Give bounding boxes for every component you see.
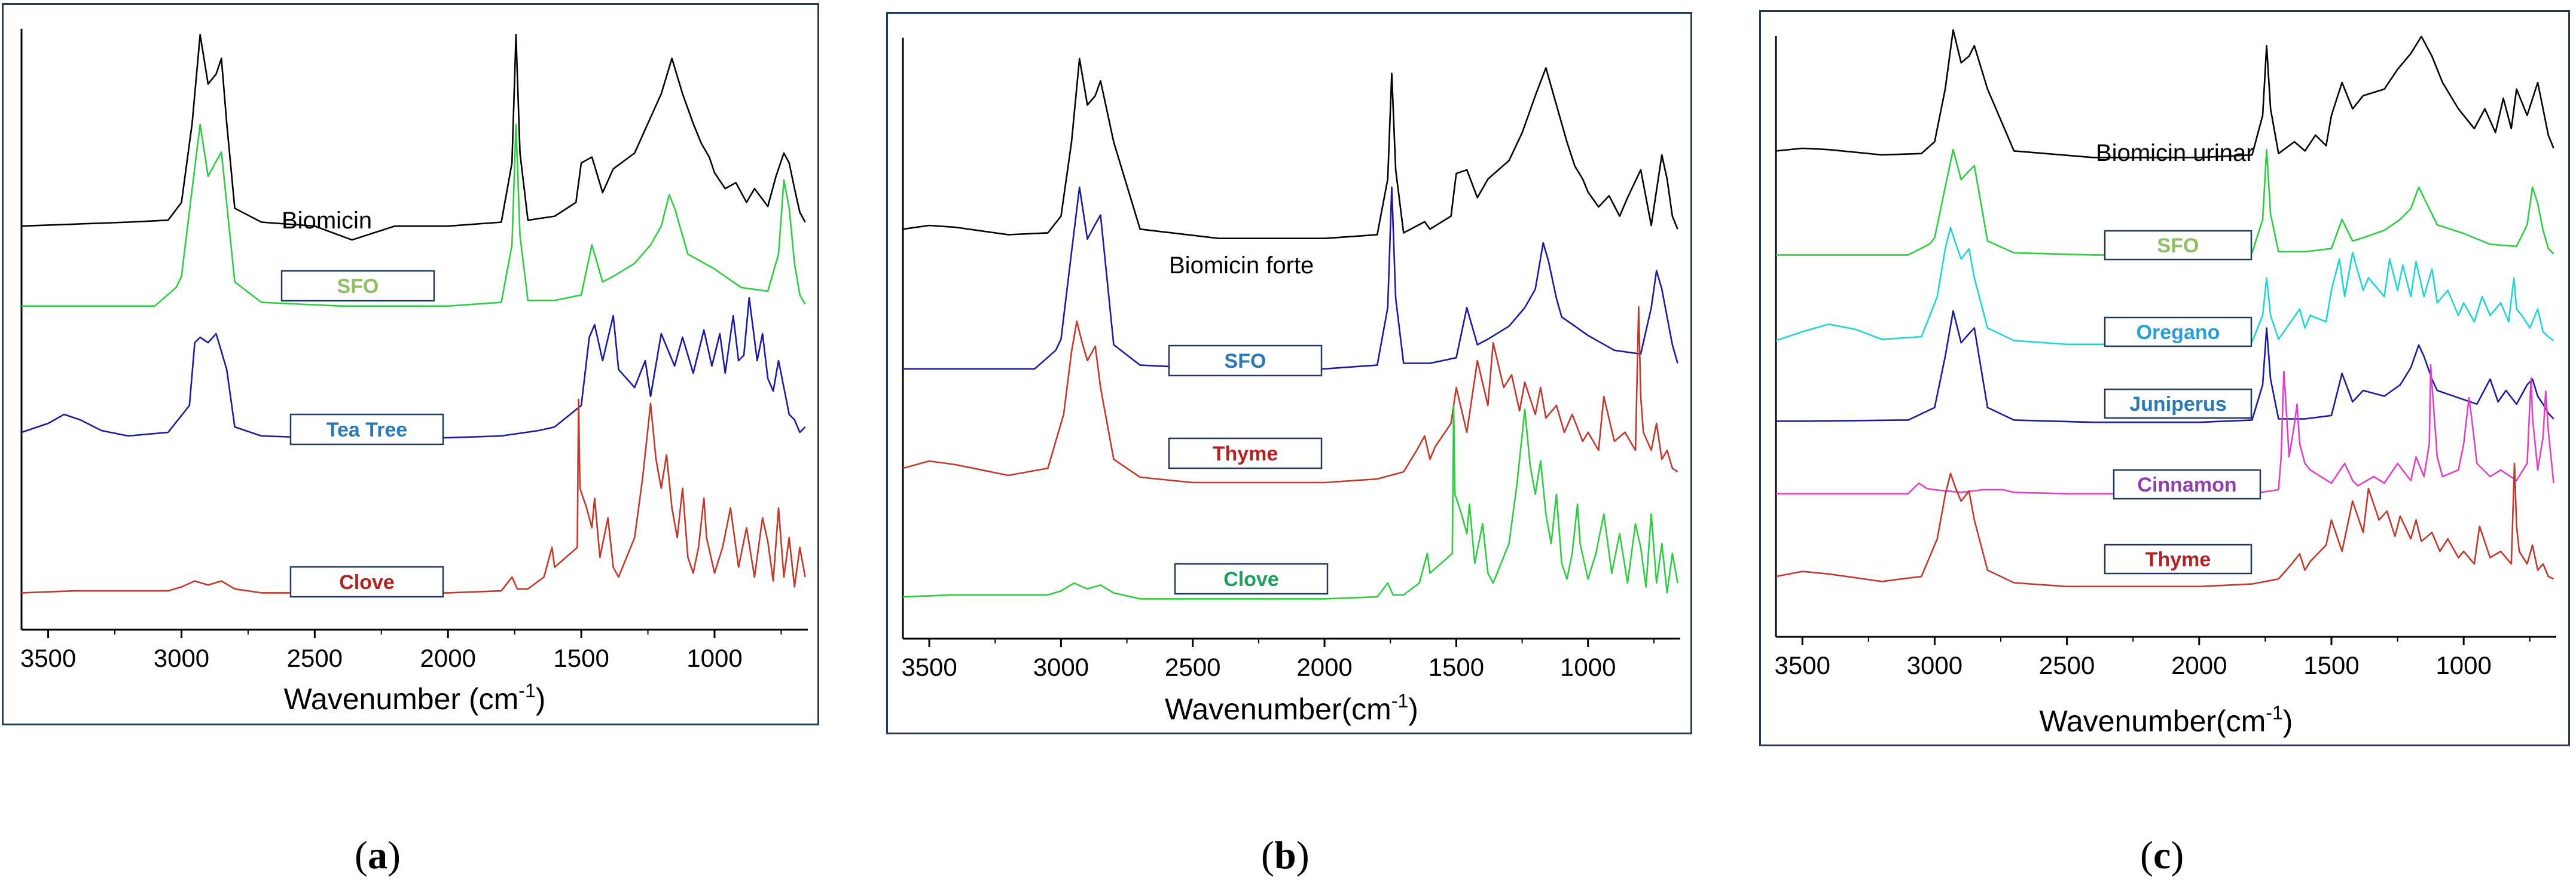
x-tick-label: 2000 bbox=[420, 644, 476, 672]
spectrum-line-biomicin bbox=[21, 33, 806, 241]
series-label-box bbox=[2113, 469, 2261, 500]
chart-panel-c: 3500 3000 2500 2000 1500 1000 Wavenumber(cm-1)… bbox=[1759, 10, 2570, 746]
x-tick-label: 3500 bbox=[1775, 651, 1830, 679]
x-tick-label: 2500 bbox=[1165, 653, 1220, 681]
series-label: SFO bbox=[337, 275, 379, 298]
spectrum-line-cinnamon bbox=[1776, 364, 2554, 495]
spectrum-line-sfo bbox=[1776, 148, 2554, 256]
x-tick-label: 1000 bbox=[686, 644, 742, 672]
x-tick-label: 1500 bbox=[1429, 653, 1484, 681]
series-label: SFO bbox=[2157, 234, 2199, 257]
x-tick-label: 3000 bbox=[1033, 653, 1089, 681]
x-tick-label: 2500 bbox=[2039, 651, 2095, 679]
x-tick-label: 3500 bbox=[901, 653, 957, 681]
spectrum-line-oregano bbox=[1775, 227, 2554, 346]
x-tick-label: 2000 bbox=[1296, 653, 1352, 681]
spectrum-line-thyme bbox=[902, 306, 1678, 484]
series-label: Thyme bbox=[1213, 443, 1278, 465]
series-label: Clove bbox=[1223, 568, 1279, 591]
caption-b: (b) bbox=[1261, 834, 1310, 877]
series-label: Cinnamon bbox=[2137, 474, 2236, 496]
x-tick-label: 1500 bbox=[553, 644, 609, 672]
series-label-box bbox=[2104, 316, 2253, 347]
spectrum-line-juniperus bbox=[1776, 310, 2554, 423]
chart-a: 3500 3000 2500 2000 1500 1000 Wavenumber (cm-1… bbox=[20, 29, 808, 716]
series-label: Biomicin bbox=[282, 208, 372, 234]
spectrum-line-biomicin-urinar bbox=[1775, 29, 2554, 158]
spectrum-line-biomicin-forte bbox=[902, 57, 1678, 240]
series-label: Biomicin forte bbox=[1169, 252, 1314, 279]
chart-panel-a: 3500 3000 2500 2000 1500 1000 Wavenumber (cm-1… bbox=[2, 3, 819, 725]
series-label: Biomicin urinar bbox=[2096, 140, 2254, 166]
x-tick-label: 1500 bbox=[2303, 651, 2359, 679]
x-axis-label: Wavenumber(cm-1) bbox=[1165, 690, 1418, 726]
spectrum-line-thyme bbox=[1775, 462, 2554, 588]
series-label-box bbox=[2104, 388, 2253, 419]
series-label-box bbox=[280, 270, 435, 302]
x-tick-label: 3000 bbox=[1907, 651, 1962, 679]
series-label-box bbox=[1174, 563, 1329, 595]
spectrum-line-sfo bbox=[22, 123, 806, 307]
chart-b: 3500 3000 2500 2000 1500 1000 Wavenumber(cm-1)… bbox=[901, 38, 1680, 726]
x-tick-label: 2000 bbox=[2171, 651, 2227, 679]
spectrum-line-clove bbox=[902, 404, 1678, 600]
series-label: Oregano bbox=[2137, 321, 2220, 344]
series-label: Thyme bbox=[2145, 548, 2211, 571]
chart-c: 3500 3000 2500 2000 1500 1000 Wavenumber(cm-1)… bbox=[1775, 29, 2556, 738]
x-axis-label: Wavenumber (cm-1) bbox=[284, 680, 546, 716]
series-label-box bbox=[1168, 344, 1323, 377]
x-tick-label: 3000 bbox=[154, 644, 209, 672]
series-label: Tea Tree bbox=[326, 419, 407, 441]
series-label-box bbox=[2104, 544, 2253, 575]
caption-a: (a) bbox=[355, 834, 401, 877]
series-label: Clove bbox=[339, 571, 395, 594]
x-axis-label: Wavenumber(cm-1) bbox=[2040, 702, 2293, 738]
spectrum-line-tea-tree bbox=[21, 297, 806, 439]
caption-c: (c) bbox=[2140, 834, 2184, 877]
series-label-box bbox=[2104, 230, 2253, 261]
x-tick-label: 1000 bbox=[2435, 651, 2491, 679]
x-tick-label: 3500 bbox=[20, 644, 76, 672]
x-tick-label: 2500 bbox=[287, 644, 343, 672]
x-tick-label: 1000 bbox=[1560, 653, 1616, 681]
series-label-box bbox=[289, 413, 444, 446]
series-label: Juniperus bbox=[2129, 393, 2226, 416]
series-label-box bbox=[289, 566, 444, 598]
chart-panel-b: 3500 3000 2500 2000 1500 1000 Wavenumber(cm-1)… bbox=[886, 12, 1692, 734]
series-label: SFO bbox=[1225, 350, 1266, 373]
series-label-box bbox=[1168, 437, 1323, 469]
spectrum-line-sfo bbox=[903, 186, 1678, 370]
